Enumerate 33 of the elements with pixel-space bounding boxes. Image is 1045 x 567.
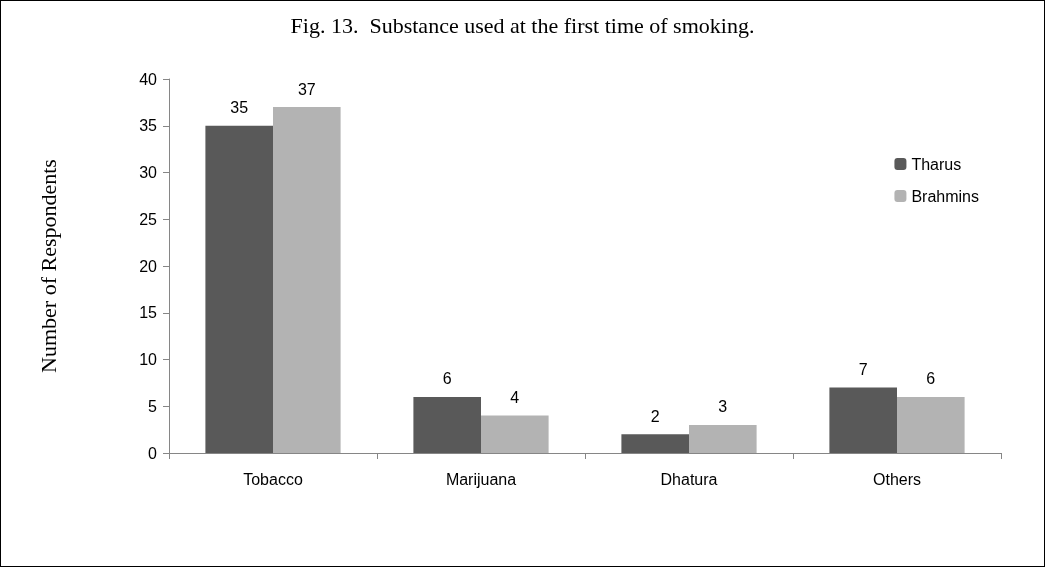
data-label: 2 [650,407,660,425]
chart-title: Fig. 13. Substance used at the first time of smoking. [290,12,755,38]
data-label: 4 [510,389,520,407]
data-label: 6 [926,370,936,388]
x-tick-label: Dhatura [660,470,718,488]
y-tick-label: 25 [139,210,158,228]
y-tick-label: 5 [148,397,158,415]
y-axis-title: Number of Respondents [35,159,61,373]
bar [481,415,549,453]
bar [621,434,689,453]
bar [689,424,757,453]
bar [897,396,965,453]
bar [205,125,273,453]
x-tick-label: Others [872,470,922,488]
data-label: 3 [718,398,728,416]
bar [829,387,897,453]
y-tick-label: 35 [139,117,158,135]
data-label: 6 [442,370,452,388]
legend-label: Tharus [911,155,962,173]
y-tick-label: 10 [139,351,158,368]
data-label: 35 [230,99,249,117]
x-tick-label: Tobacco [243,470,303,488]
bar [273,107,341,453]
bar [413,396,481,453]
y-tick-label: 40 [139,70,158,88]
legend-label: Brahmins [911,187,979,205]
y-tick-label: 0 [148,444,158,462]
data-label: 7 [858,361,868,379]
y-tick-label: 20 [139,257,158,275]
y-tick-label: 30 [139,164,158,181]
x-tick-label: Marijuana [445,470,517,488]
data-label: 37 [297,80,316,98]
y-tick-label: 15 [139,304,158,322]
